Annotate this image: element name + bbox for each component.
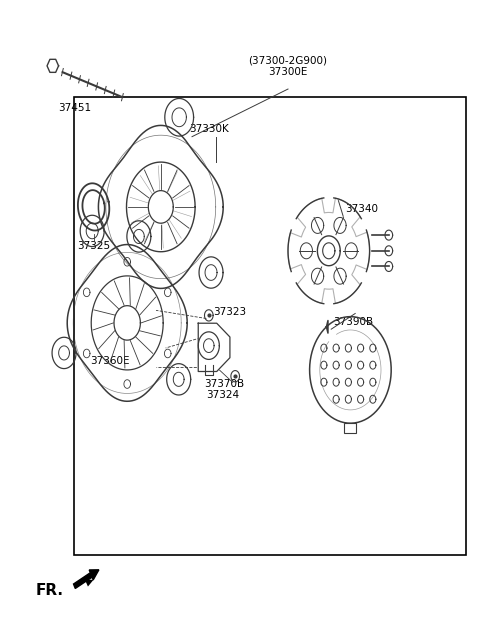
FancyArrow shape: [73, 570, 99, 589]
Text: 37330K: 37330K: [190, 124, 229, 134]
Text: 37360E: 37360E: [91, 356, 130, 366]
Text: FR.: FR.: [36, 583, 64, 598]
Bar: [345, 423, 356, 433]
Text: (37300-2G900): (37300-2G900): [249, 56, 327, 66]
Text: 37323: 37323: [214, 307, 247, 317]
Text: 37370B: 37370B: [204, 379, 244, 389]
Text: 37325: 37325: [77, 241, 110, 251]
Text: 37390B: 37390B: [334, 317, 374, 327]
Text: 37340: 37340: [346, 204, 379, 214]
Text: 37324: 37324: [206, 390, 240, 400]
Bar: [74, 97, 466, 555]
Text: 37300E: 37300E: [268, 67, 308, 77]
Text: 37451: 37451: [58, 103, 91, 113]
Polygon shape: [47, 60, 59, 72]
Polygon shape: [198, 324, 230, 371]
